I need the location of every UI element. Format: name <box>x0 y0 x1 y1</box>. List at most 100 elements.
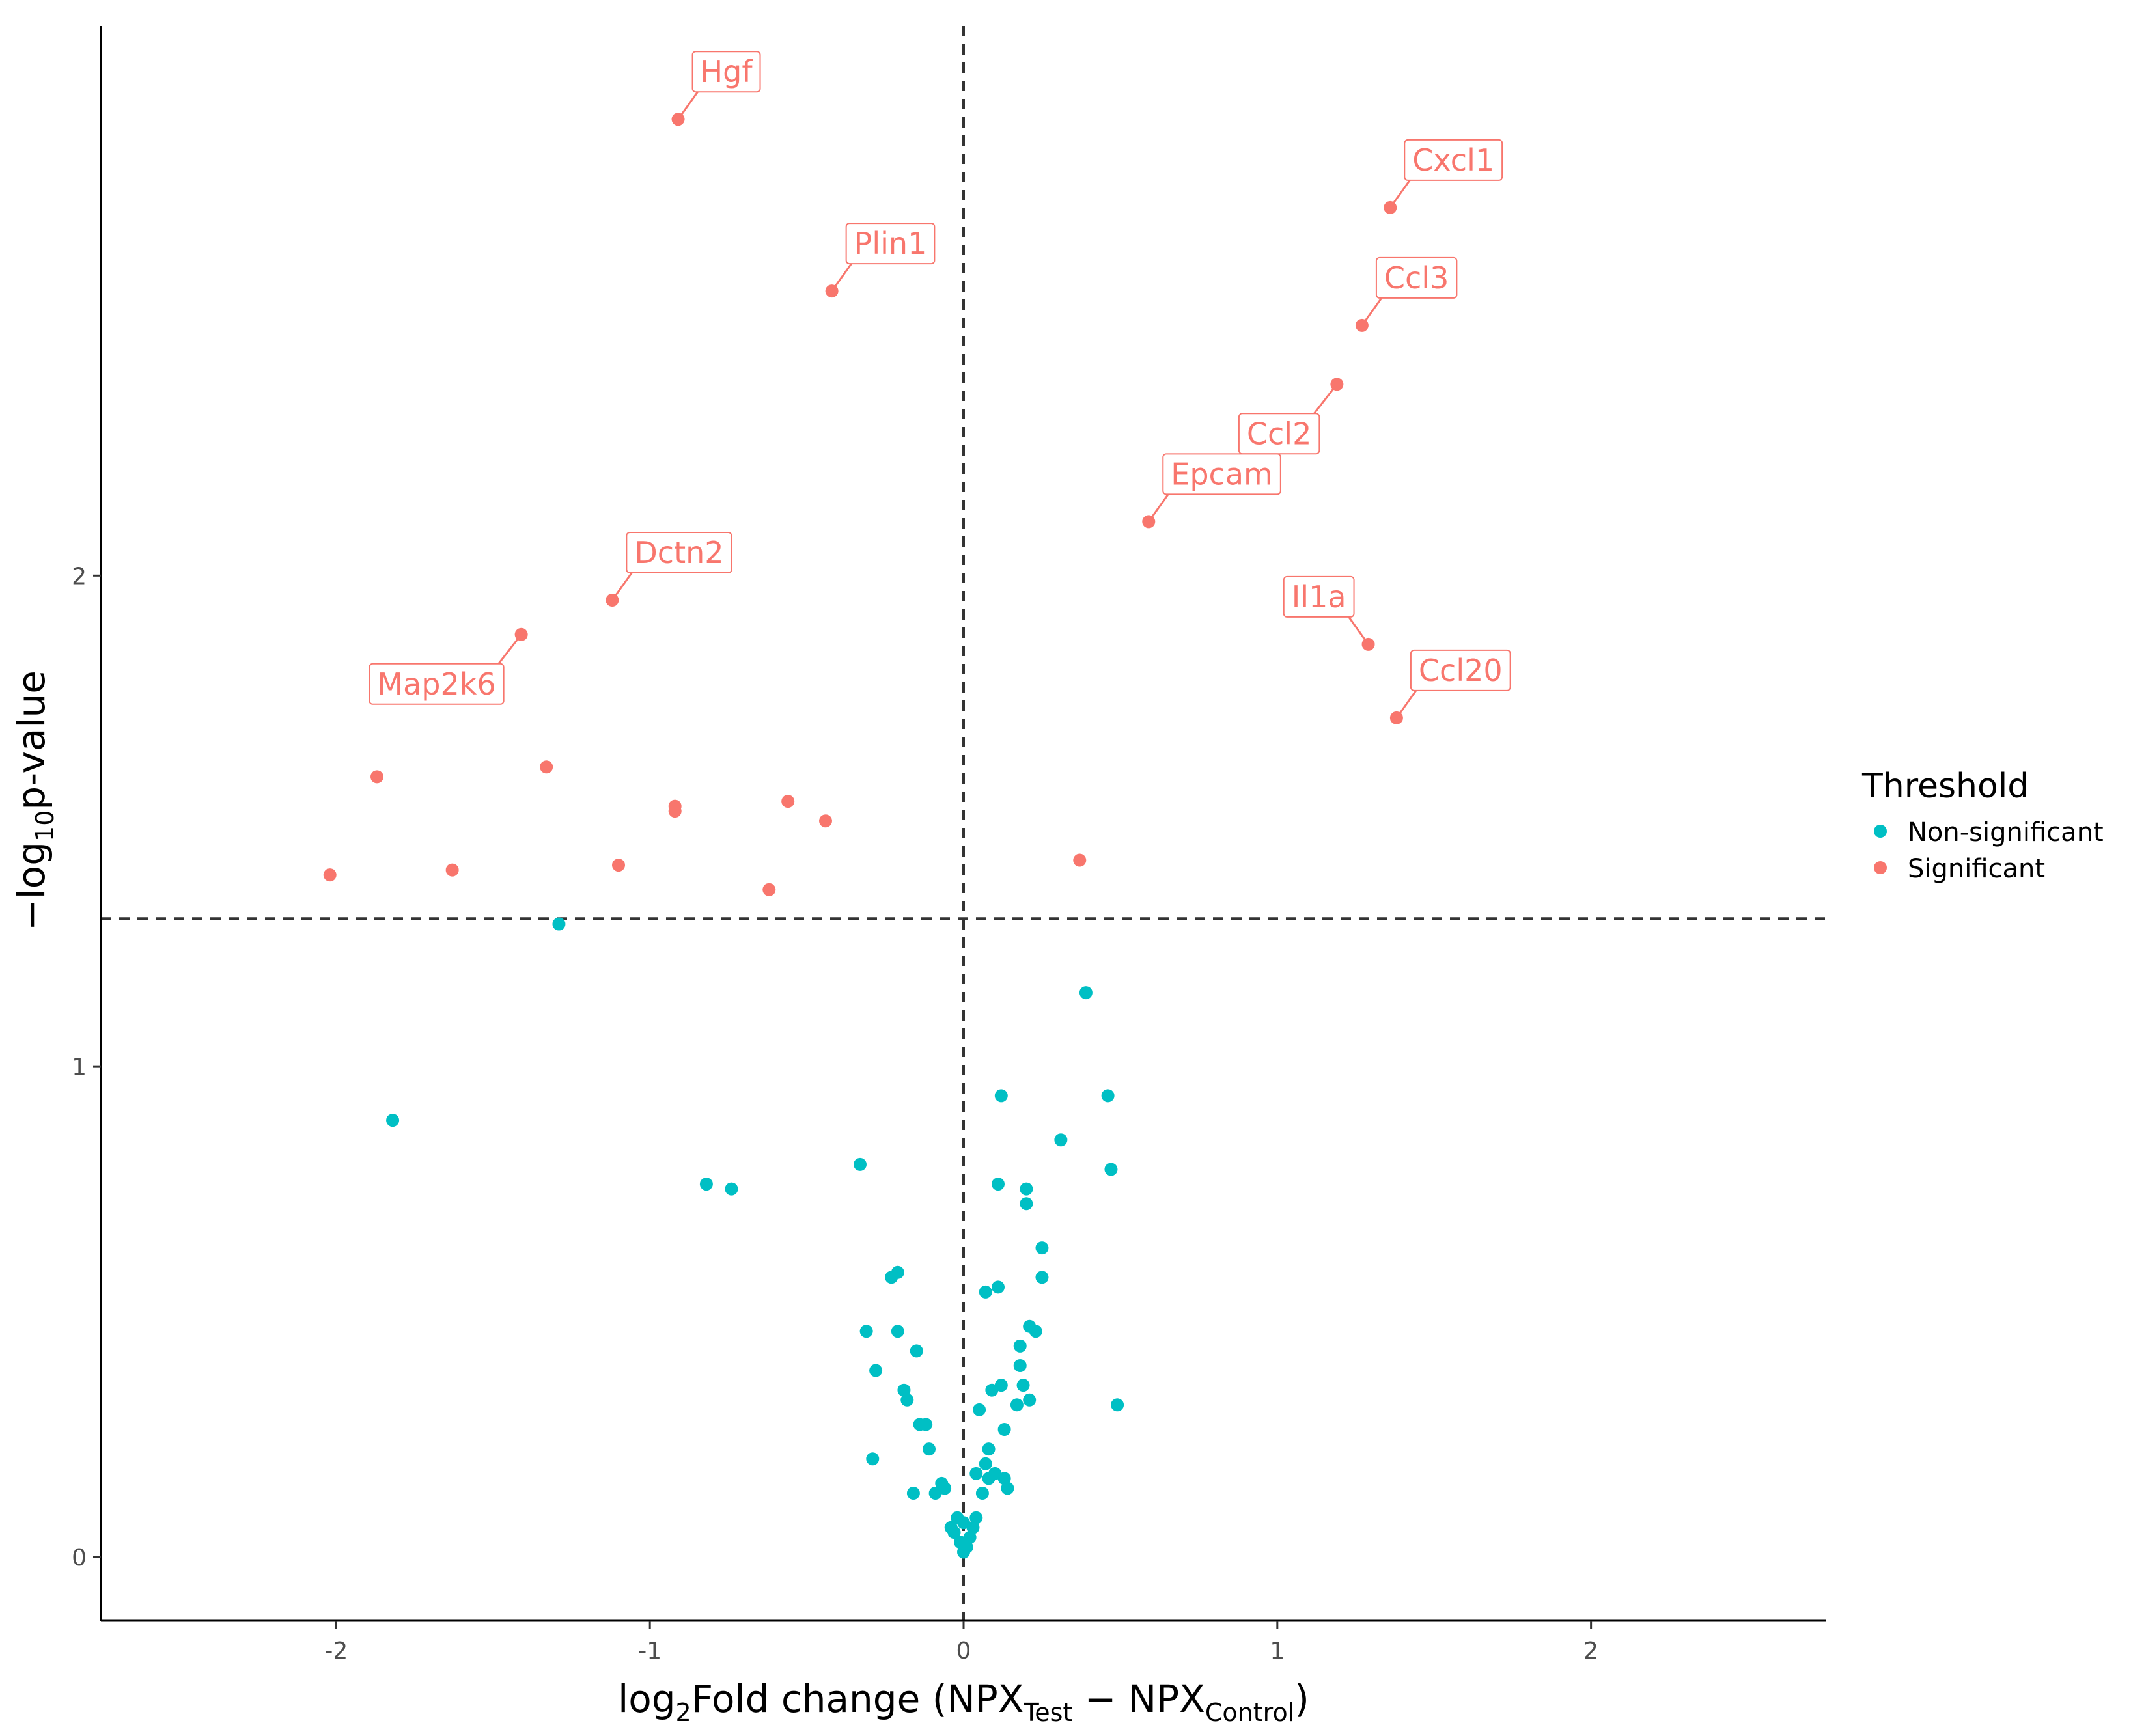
label-box <box>1162 453 1281 495</box>
data-point <box>699 1178 713 1191</box>
y-tick-label: 1 <box>72 1054 87 1081</box>
x-axis-title-suffix: ) <box>1294 1677 1309 1721</box>
label-box <box>845 223 936 265</box>
data-point <box>540 760 553 774</box>
data-point <box>979 1285 992 1299</box>
data-point <box>1016 1379 1030 1392</box>
data-point <box>370 770 383 784</box>
point-label-ccl20: Ccl20 <box>1395 649 1511 719</box>
reference-lines <box>101 26 1826 1621</box>
data-point <box>445 863 459 877</box>
point-label-ccl2: Ccl2 <box>1238 383 1338 455</box>
label-box <box>1404 139 1503 181</box>
x-axis-title-main: Fold change (NPX <box>691 1677 1024 1721</box>
data-point <box>1013 1339 1027 1353</box>
point-label-dctn2: Dctn2 <box>611 532 732 601</box>
label-text: Cxcl1 <box>1412 143 1494 178</box>
data-point <box>866 1452 880 1466</box>
data-point <box>1035 1271 1049 1284</box>
data-point <box>928 1487 942 1500</box>
y-axis-ticks: 0 1 2 <box>72 563 101 1571</box>
data-point <box>919 1418 933 1431</box>
data-point <box>975 1487 989 1500</box>
data-point <box>957 1545 970 1559</box>
y-axis-title-prefix-sub: 10 <box>31 810 59 842</box>
label-connector <box>611 572 633 601</box>
label-text: Plin1 <box>854 226 927 261</box>
data-point <box>323 868 337 882</box>
label-connector <box>1313 383 1338 415</box>
data-point <box>1104 1163 1118 1176</box>
legend-label-significant: Significant <box>1908 854 2045 884</box>
data-point <box>612 859 625 872</box>
legend-swatch-non-significant <box>1874 825 1887 838</box>
data-point <box>869 1364 883 1377</box>
label-text: Ccl20 <box>1419 653 1503 688</box>
data-point <box>891 1265 904 1279</box>
x-axis-title-minus: − NPX <box>1072 1677 1205 1721</box>
data-point <box>969 1511 983 1524</box>
data-point <box>969 1467 983 1480</box>
label-connector <box>1348 616 1369 645</box>
x-tick-label: -1 <box>638 1638 662 1664</box>
data-point <box>982 1442 996 1456</box>
data-point <box>979 1457 992 1470</box>
data-point <box>923 1442 936 1456</box>
data-point <box>992 1178 1005 1191</box>
label-connector <box>1395 690 1417 719</box>
data-point <box>1020 1197 1033 1211</box>
data-point <box>552 917 566 931</box>
label-connector <box>1361 297 1383 326</box>
label-connector <box>677 91 699 120</box>
data-point <box>1010 1398 1024 1412</box>
x-axis-title: log2Fold change (NPXTest − NPXControl) <box>618 1677 1309 1727</box>
label-box <box>1410 649 1511 691</box>
legend-title: Threshold <box>1861 767 2029 806</box>
x-tick-label: 1 <box>1270 1638 1285 1664</box>
data-point <box>994 1379 1008 1392</box>
data-point <box>1029 1325 1042 1338</box>
data-point <box>1001 1481 1014 1495</box>
point-label-il1a: Il1a <box>1283 575 1369 645</box>
point-label-epcam: Epcam <box>1148 453 1281 523</box>
x-tick-label: 0 <box>956 1638 971 1664</box>
label-connector <box>497 633 522 665</box>
data-point <box>1073 853 1087 867</box>
label-text: Il1a <box>1292 579 1346 614</box>
legend-swatch-significant <box>1874 861 1887 874</box>
data-point <box>1111 1398 1124 1412</box>
label-box <box>1283 575 1355 618</box>
data-point <box>944 1521 958 1534</box>
label-connector <box>1389 180 1411 208</box>
x-tick-label: -2 <box>324 1638 348 1664</box>
data-point <box>781 795 795 808</box>
data-point <box>891 1325 904 1338</box>
label-box <box>626 532 732 573</box>
data-point <box>386 1114 400 1127</box>
data-point <box>992 1280 1005 1294</box>
data-point <box>997 1423 1011 1436</box>
label-connector <box>1148 493 1169 523</box>
data-point <box>1020 1182 1033 1196</box>
label-text: Map2k6 <box>377 667 495 702</box>
x-axis-title-control-sub: Control <box>1205 1698 1294 1727</box>
data-point <box>966 1521 980 1534</box>
label-text: Hgf <box>701 54 754 89</box>
x-axis-title-prefix: log <box>618 1677 675 1721</box>
point-label-cxcl1: Cxcl1 <box>1389 139 1503 208</box>
point-label-map2k6: Map2k6 <box>369 633 522 705</box>
label-text: Epcam <box>1171 456 1273 491</box>
data-point <box>819 814 832 828</box>
point-label-hgf: Hgf <box>677 51 761 120</box>
y-tick-label: 2 <box>72 563 87 590</box>
data-point <box>973 1403 986 1416</box>
data-point <box>668 805 682 818</box>
x-axis-title-prefix-sub: 2 <box>676 1698 691 1727</box>
x-axis-title-test-sub: Test <box>1023 1698 1072 1727</box>
data-point <box>762 883 776 896</box>
label-box <box>1375 256 1458 299</box>
data-point <box>854 1157 867 1171</box>
data-point <box>910 1344 923 1358</box>
data-point <box>1079 986 1093 1000</box>
x-tick-label: 2 <box>1583 1638 1598 1664</box>
